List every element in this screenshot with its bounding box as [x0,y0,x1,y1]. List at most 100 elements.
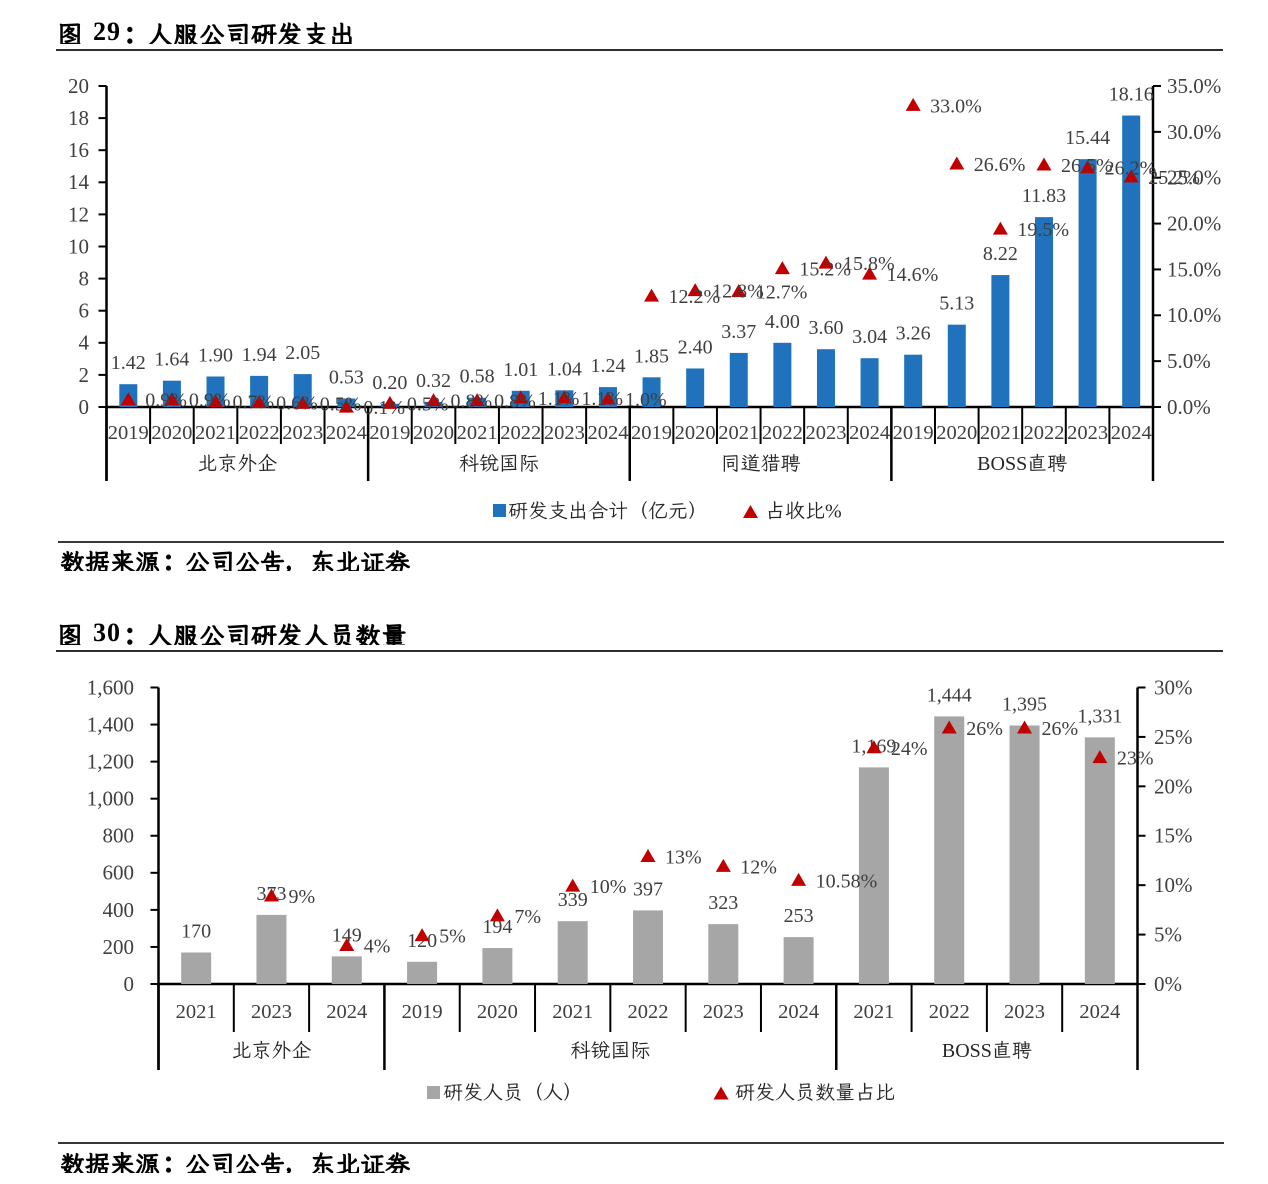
bar [407,961,438,984]
y-axis-right-label: 30% [1154,675,1193,699]
year-label: 2023 [1067,422,1108,444]
ratio-value-label: 26.6% [974,154,1026,176]
cjk-glyph [781,454,801,473]
year-label: 2022 [929,1001,970,1023]
cjk-glyph [127,26,133,44]
ratio-value-label: 0.8% [451,391,493,413]
cjk-glyph [836,1083,854,1101]
cjk-glyph [200,625,225,645]
bar-value-label: 18.16 [1109,84,1154,106]
ratio-marker [1036,157,1052,171]
y-axis-right-label: 5.0% [1167,349,1211,373]
ratio-value-label: 25.2% [1148,167,1200,189]
cjk-glyph [570,501,586,520]
cjk-glyph [723,455,738,472]
ratio-value-label: 1.1% [581,388,623,410]
ratio-value-label: 26.5% [1061,155,1113,177]
bar-value-label: 339 [558,889,588,911]
ratio-value-label: 0.1% [363,397,405,419]
bar [482,948,513,984]
cjk-glyph [612,1041,629,1059]
bar [686,368,705,407]
bar [860,358,879,407]
ratio-value-label: 1.0% [625,389,667,411]
year-label: 2024 [326,422,367,444]
ratio-marker [513,390,529,404]
year-label: 2019 [631,422,672,444]
figure-29-title-text [147,17,355,46]
cjk-glyph [741,453,761,472]
bar-series [181,716,1115,984]
bar-value-label: 1.85 [634,345,669,367]
cjk-glyph [165,1156,172,1173]
bar-value-label: 397 [633,878,663,900]
ratio-marker [1080,160,1096,174]
y-axis-right-label: 5% [1154,923,1182,947]
ratio-marker [866,740,882,754]
figure-29-bottom-rule [58,541,1224,543]
ratio-value-label: 24% [891,738,928,760]
cjk-glyph [59,624,81,645]
cjk-glyph [60,550,85,571]
cjk-glyph [521,454,539,472]
bar-value-label: 0.58 [460,366,495,388]
bar-value-label: 1.42 [111,352,146,374]
cjk-glyph [186,1153,210,1173]
svg-text:BOSS: BOSS [977,453,1027,475]
cjk-glyph [260,550,285,571]
cjk-glyph [253,1040,270,1059]
cjk-glyph [311,1152,334,1173]
cjk-glyph [785,501,805,520]
y-axis-left-label: 8 [79,267,90,291]
figure-30-bottom-rule [58,1142,1224,1144]
bar-labels: 1.42 1.64 1.90 1.94 2.05 0.53 0.20 0.32 0.58 1.01… [111,84,1154,394]
ratio-marker [791,872,807,886]
figure-29-chart: 2018161412108642035.0%30.0%25.0%20.0%15.… [68,74,1221,523]
cjk-glyph [111,549,135,571]
bar-value-label: 0.32 [416,370,451,392]
ratio-marker [164,392,180,406]
ratio-labels: 9% 4% 5% 7% 10% 13% 12% 10.58% 24% 26% 26% 23% [288,718,1153,957]
cjk-glyph [59,23,81,44]
cjk-glyph [238,453,257,472]
year-label: 2024 [1111,422,1152,444]
year-label: 2021 [457,422,498,444]
cjk-glyph [111,1151,135,1173]
cjk-glyph [336,551,360,571]
cjk-glyph [258,453,277,472]
ratio-value-label: 19.5% [1017,219,1069,241]
y-axis-left-label: 12 [68,202,89,226]
y-axis-left-label: 6 [79,299,90,323]
group-label [723,453,801,473]
cjk-glyph [251,625,277,645]
cjk-glyph [292,1040,311,1059]
legend-marker-swatch [743,505,758,518]
cjk-glyph [768,501,783,520]
y-axis-right-label: 0% [1154,972,1182,996]
y-axis-right-label: 25.0% [1167,166,1221,190]
cjk-glyph [219,453,236,472]
legend: % [493,501,842,523]
bar [773,342,792,407]
year-label: 2022 [628,1001,669,1023]
ratio-marker [640,849,656,863]
ratio-marker [1123,169,1139,183]
figure-30-title-label [57,618,83,647]
year-label: 2024 [849,422,890,444]
cjk-glyph [548,501,568,520]
cjk-glyph [336,1153,360,1173]
year-label: 2021 [552,1001,593,1023]
bar-value-label: 253 [784,905,814,927]
bar [1009,725,1040,984]
axes: 1,6001,4001,2001,000800600400200030%25%2… [87,675,1193,1070]
bar-value-label: 11.83 [1022,185,1066,207]
ratio-marker [992,221,1008,235]
y-axis-right-label: 35.0% [1167,74,1221,98]
bar-value-label: 1.64 [154,349,189,371]
bar [633,910,663,984]
cjk-glyph [591,1041,610,1059]
legend [427,1082,895,1101]
figure-30-chart: 1,6001,4001,2001,000800600400200030%25%2… [87,675,1193,1101]
cjk-glyph [278,22,302,44]
cjk-glyph [501,454,517,472]
